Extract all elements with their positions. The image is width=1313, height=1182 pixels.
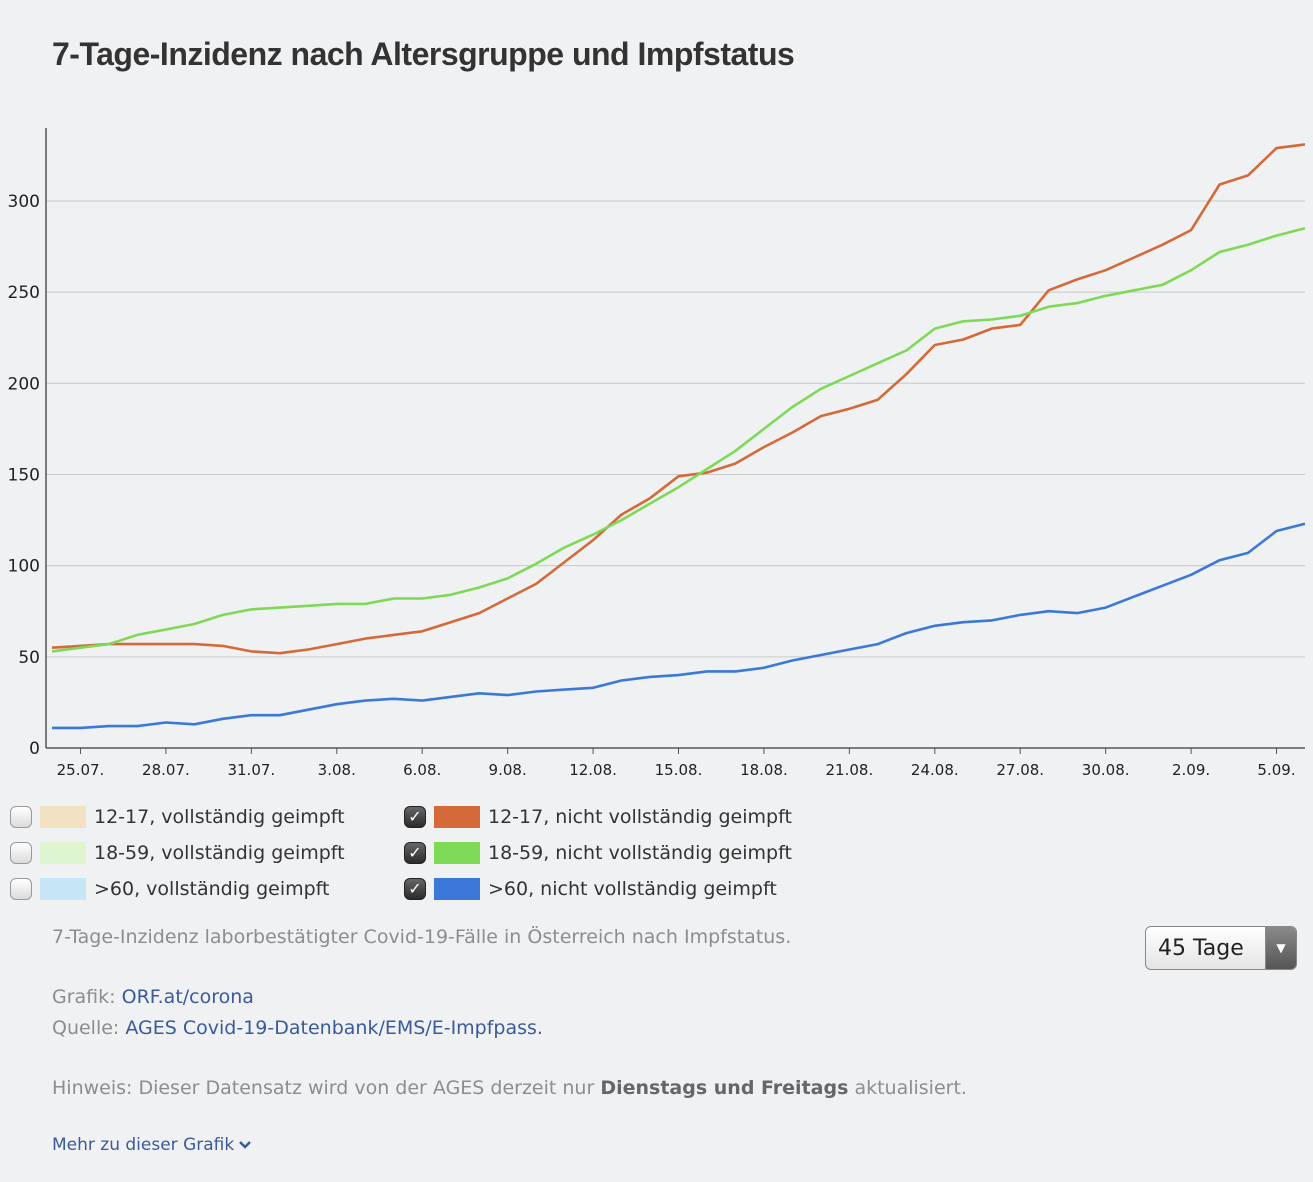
note-suffix: aktualisiert. (854, 1077, 967, 1099)
series-line-0 (51, 143, 1306, 655)
legend: 12-17, vollständig geimpft ✓ 12-17, nich… (0, 796, 900, 916)
x-tick-label: 12.08. (569, 761, 617, 779)
dropdown-arrow-icon[interactable]: ▼ (1265, 927, 1296, 969)
checkbox[interactable]: ✓ (404, 878, 426, 900)
checkbox[interactable] (10, 878, 32, 900)
quelle-credit: Quelle: AGES Covid-19-Datenbank/EMS/E-Im… (52, 1017, 543, 1039)
legend-swatch (434, 806, 480, 828)
x-tick-label: 9.08. (489, 761, 527, 779)
x-tick-label: 30.08. (1082, 761, 1130, 779)
y-tick-labels: 0 50 100 150 200 250 300 (8, 192, 40, 759)
grafik-label: Grafik: (52, 986, 116, 1008)
update-note: Hinweis: Dieser Datensatz wird von der A… (52, 1077, 967, 1099)
series-line-2 (52, 522, 1306, 730)
legend-label: >60, vollständig geimpft (94, 878, 330, 900)
x-tick-labels: 25.07. 28.07. 31.07. 3.08. 6.08. 9.08. 12.08. 1… (57, 748, 1296, 779)
legend-label: >60, nicht vollständig geimpft (488, 878, 777, 900)
x-tick-label: 6.08. (403, 761, 441, 779)
y-tick-label: 0 (29, 739, 40, 759)
legend-label: 12-17, nicht vollständig geimpft (488, 806, 792, 828)
y-tick-label: 150 (8, 465, 40, 485)
quelle-link[interactable]: AGES Covid-19-Datenbank/EMS/E-Impfpass. (125, 1017, 543, 1039)
x-tick-label: 24.08. (911, 761, 959, 779)
checkbox[interactable] (10, 806, 32, 828)
grafik-credit: Grafik: ORF.at/corona (52, 986, 254, 1008)
x-tick-label: 3.08. (318, 761, 356, 779)
series-lines (51, 143, 1306, 730)
x-tick-label: 25.07. (57, 761, 105, 779)
x-tick-label: 21.08. (826, 761, 874, 779)
legend-swatch (40, 842, 86, 864)
legend-swatch (40, 878, 86, 900)
more-link-label: Mehr zu dieser Grafik (52, 1135, 235, 1155)
note-prefix: Hinweis: Dieser Datensatz wird von der A… (52, 1077, 595, 1099)
y-tick-label: 50 (18, 648, 40, 668)
legend-item-18-59-nicht-geimpft[interactable]: ✓ 18-59, nicht vollständig geimpft (404, 838, 792, 868)
legend-swatch (40, 806, 86, 828)
legend-label: 18-59, vollständig geimpft (94, 842, 345, 864)
legend-item-12-17-nicht-geimpft[interactable]: ✓ 12-17, nicht vollständig geimpft (404, 802, 792, 832)
checkbox[interactable]: ✓ (404, 806, 426, 828)
time-range-value: 45 Tage (1158, 935, 1244, 961)
legend-item-60-geimpft[interactable]: >60, vollständig geimpft (10, 874, 329, 904)
x-tick-label: 18.08. (740, 761, 788, 779)
line-chart: 0 50 100 150 200 250 300 25.07. 28.07. 31.07. 3.0… (8, 128, 1306, 779)
x-tick-label: 31.07. (227, 761, 275, 779)
y-tick-label: 100 (8, 557, 40, 577)
legend-label: 12-17, vollständig geimpft (94, 806, 345, 828)
x-tick-label: 28.07. (142, 761, 190, 779)
legend-swatch (434, 878, 480, 900)
legend-item-60-nicht-geimpft[interactable]: ✓ >60, nicht vollständig geimpft (404, 874, 777, 904)
x-tick-label: 27.08. (996, 761, 1044, 779)
y-tick-label: 300 (8, 192, 40, 212)
x-tick-label: 2.09. (1172, 761, 1210, 779)
x-tick-label: 15.08. (655, 761, 703, 779)
checkbox[interactable]: ✓ (404, 842, 426, 864)
checkbox[interactable] (10, 842, 32, 864)
x-tick-label: 5.09. (1257, 761, 1295, 779)
legend-item-18-59-geimpft[interactable]: 18-59, vollständig geimpft (10, 838, 345, 868)
chart-caption: 7-Tage-Inzidenz laborbestätigter Covid-1… (52, 926, 792, 948)
legend-item-12-17-geimpft[interactable]: 12-17, vollständig geimpft (10, 802, 345, 832)
time-range-select[interactable]: 45 Tage ▼ (1145, 926, 1297, 970)
series-line-1 (51, 227, 1306, 653)
legend-label: 18-59, nicht vollständig geimpft (488, 842, 792, 864)
note-bold: Dienstags und Freitags (600, 1077, 849, 1099)
quelle-label: Quelle: (52, 1017, 120, 1039)
legend-swatch (434, 842, 480, 864)
grafik-link[interactable]: ORF.at/corona (121, 986, 254, 1008)
y-tick-label: 200 (8, 374, 40, 394)
y-tick-label: 250 (8, 283, 40, 303)
gridlines (46, 200, 1305, 749)
chart-title: 7-Tage-Inzidenz nach Altersgruppe und Im… (52, 36, 795, 72)
chevron-down-icon (239, 1141, 252, 1149)
more-about-chart-link[interactable]: Mehr zu dieser Grafik (52, 1135, 252, 1155)
